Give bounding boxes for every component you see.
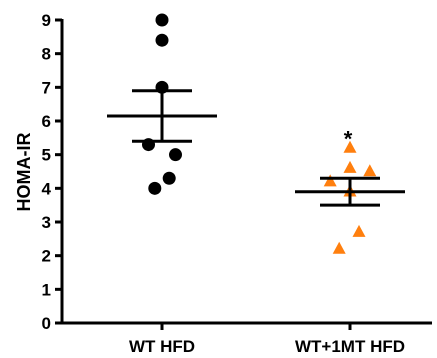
y-tick-label: 3 (42, 213, 51, 232)
data-point (323, 174, 337, 187)
y-tick-label: 5 (42, 146, 51, 165)
data-point (155, 13, 169, 27)
y-tick-label: 1 (42, 280, 51, 299)
y-tick-label: 8 (42, 45, 51, 64)
data-point (343, 160, 357, 173)
data-point (162, 171, 176, 185)
marks: * (107, 13, 405, 254)
y-axis-title: HOMA-IR (14, 133, 34, 212)
data-point (332, 241, 346, 254)
data-point (343, 140, 357, 153)
y-tick-label: 0 (42, 314, 51, 333)
data-point (352, 224, 366, 237)
y-tick-label: 9 (42, 11, 51, 30)
significance-marker: * (344, 126, 353, 151)
y-tick-label: 7 (42, 78, 51, 97)
data-point (169, 148, 182, 162)
y-tick-label: 4 (42, 179, 52, 198)
y-tick-label: 2 (42, 247, 51, 266)
data-point (363, 164, 377, 177)
x-tick-label: WT+1MT HFD (295, 337, 405, 356)
data-point (155, 33, 169, 47)
data-point (148, 181, 162, 195)
y-tick-label: 6 (42, 112, 51, 131)
axes: 0 1 2 3 4 5 6 7 8 9 WT HFD WT+1MT HFD (42, 11, 432, 356)
x-tick-label: WT HFD (129, 337, 195, 356)
